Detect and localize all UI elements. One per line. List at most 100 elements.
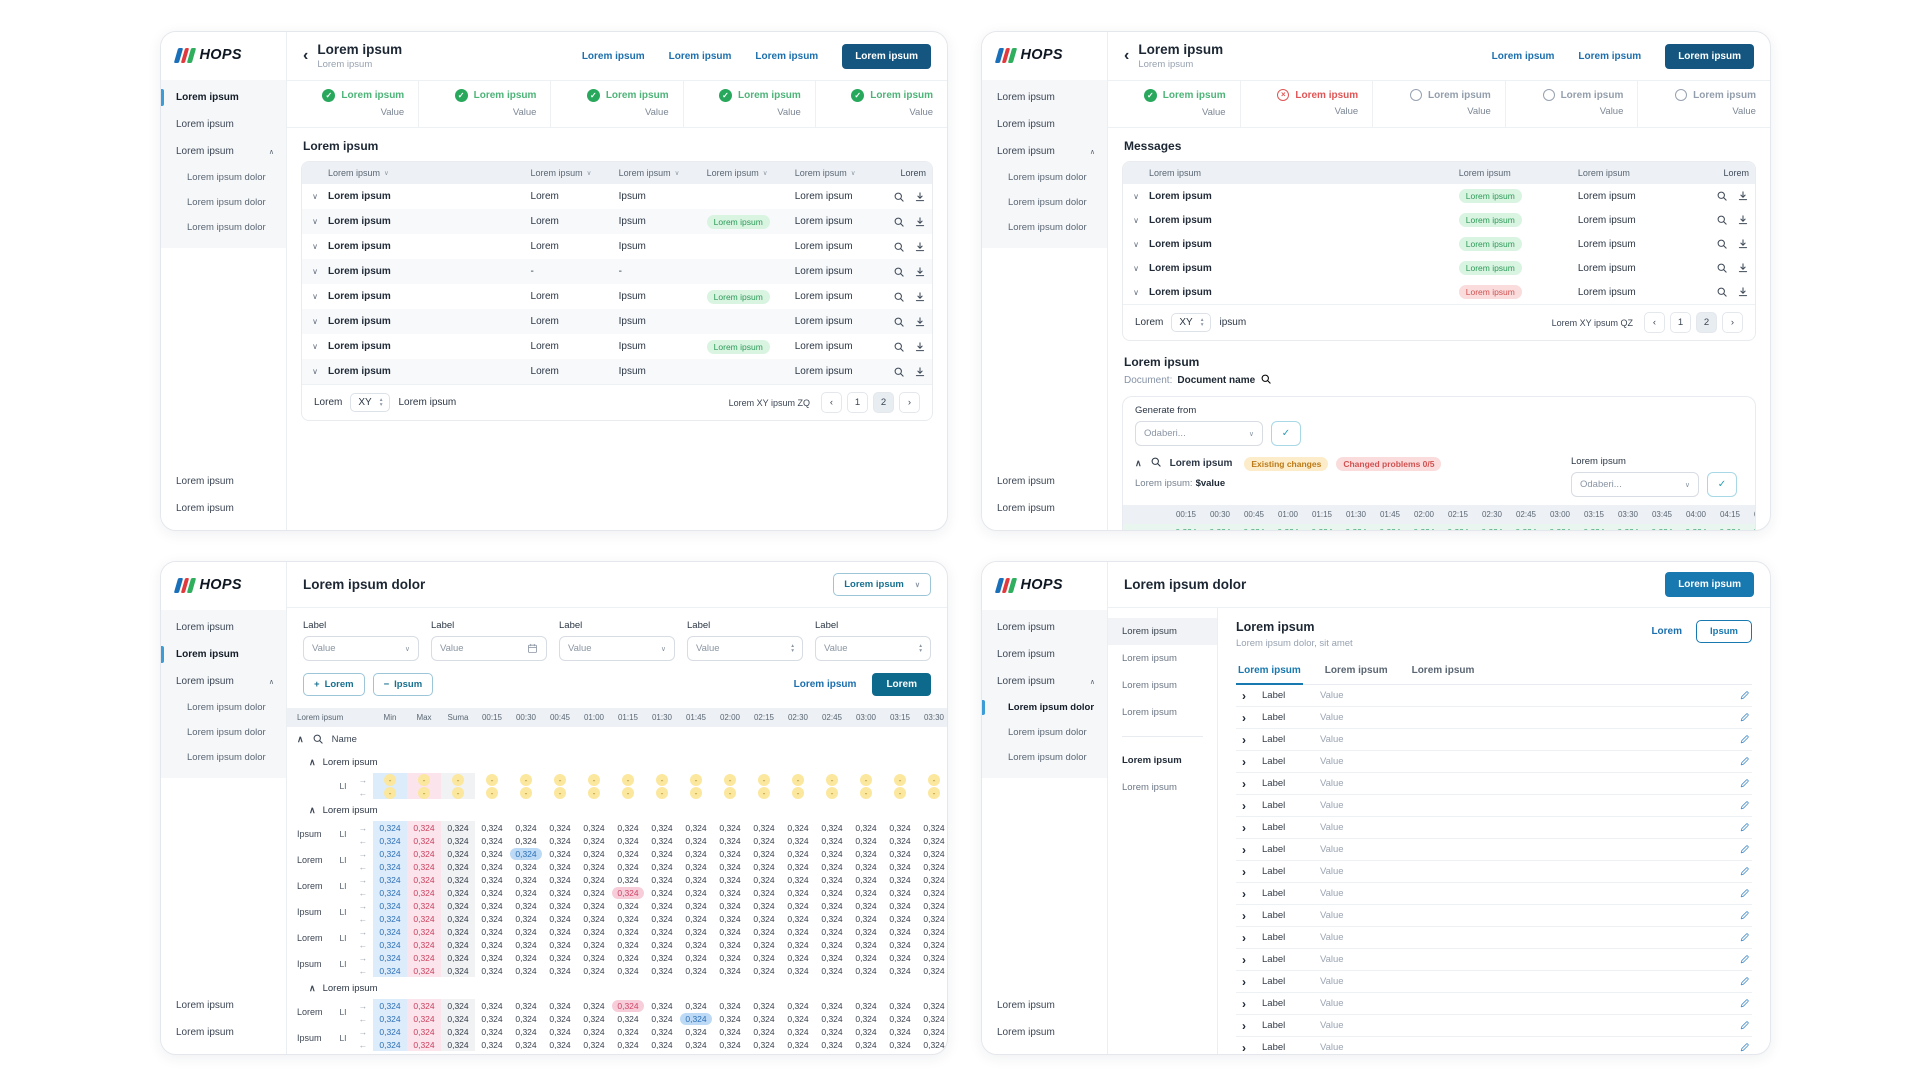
sidebar-subitem[interactable]: Lorem ipsum dolor [161,190,286,215]
filter-input[interactable]: Value ▴ ▾ [815,636,931,661]
header-link[interactable]: Lorem ipsum [1578,50,1642,62]
sidebar-item[interactable]: Lorem ipsum ∧ [982,138,1107,165]
chevron-right-icon[interactable]: › [1242,754,1246,769]
edit-link-button[interactable] [1739,866,1750,877]
row-search-button[interactable] [893,316,905,328]
detail-secondary-button[interactable]: Ipsum [1696,620,1752,643]
header-primary-button[interactable]: Lorem ipsum [1665,43,1754,69]
list-item[interactable]: Lorem ipsum [1122,653,1177,664]
row-download-button[interactable] [914,191,926,203]
column-header[interactable]: Lorem ipsum ∨ [795,168,874,178]
edit-link-button[interactable] [1739,800,1750,811]
sidebar-subitem[interactable]: Lorem ipsum dolor [161,695,286,720]
row-download-button[interactable] [914,341,926,353]
page-next-button[interactable]: › [899,392,920,413]
collapse-icon[interactable]: ∧ [1135,458,1142,468]
sidebar-subitem[interactable]: Lorem ipsum dolor [161,720,286,745]
row-search-button[interactable] [1716,262,1728,274]
row-search-button[interactable] [1716,286,1728,298]
list-item[interactable]: Lorem ipsum [1122,782,1177,793]
generate-from-select[interactable]: Odaberi... ∨ [1135,421,1263,446]
chevron-right-icon[interactable]: › [1242,1040,1246,1054]
expand-row-button[interactable]: ∨ [312,217,318,226]
row-download-button[interactable] [914,316,926,328]
detail-link[interactable]: Lorem [1651,626,1683,637]
edit-link-button[interactable] [1739,954,1750,965]
expand-row-button[interactable]: ∨ [1133,215,1139,225]
page-prev-button[interactable]: ‹ [1644,312,1665,333]
sidebar-item[interactable]: Lorem ipsum [982,641,1107,668]
row-search-button[interactable] [1716,190,1728,202]
sidebar-subitem[interactable]: Lorem ipsum dolor [982,720,1107,745]
expand-row-button[interactable]: ∨ [312,242,318,251]
filter-input[interactable]: Value ∨ [303,636,419,661]
list-item[interactable]: Lorem ipsum [1122,680,1177,691]
right-select[interactable]: Odaberi... ∨ [1571,472,1699,497]
row-search-button[interactable] [1716,214,1728,226]
row-download-button[interactable] [914,366,926,378]
row-download-button[interactable] [914,241,926,253]
chevron-right-icon[interactable]: › [1242,820,1246,835]
list-item[interactable]: Lorem ipsum [1108,618,1217,645]
sidebar-item[interactable]: Lorem ipsum ∧ [982,668,1107,695]
edit-link-button[interactable] [1739,1020,1750,1031]
sidebar-footer-item[interactable]: Lorem ipsum [176,503,234,514]
tab[interactable]: Lorem ipsum [1236,657,1303,685]
sidebar-item[interactable]: Lorem ipsum [161,84,286,111]
header-primary-button[interactable]: Lorem ipsum [1665,572,1754,597]
chevron-right-icon[interactable]: › [1242,974,1246,989]
page-button[interactable]: 1 [847,392,868,413]
sidebar-subitem[interactable]: Lorem ipsum dolor [982,190,1107,215]
sidebar-subitem[interactable]: Lorem ipsum dolor [982,695,1107,720]
page-prev-button[interactable]: ‹ [821,392,842,413]
chevron-right-icon[interactable]: › [1242,952,1246,967]
chevron-right-icon[interactable]: › [1242,886,1246,901]
chevron-right-icon[interactable]: › [1242,996,1246,1011]
page-next-button[interactable]: › [1722,312,1743,333]
row-search-button[interactable] [893,341,905,353]
back-button[interactable]: ‹ [303,47,309,64]
sidebar-item[interactable]: Lorem ipsum [982,614,1107,641]
expand-row-button[interactable]: ∨ [1133,239,1139,249]
column-header[interactable]: Lorem ipsum ∨ [531,168,619,178]
edit-link-button[interactable] [1739,976,1750,987]
sidebar-footer-item[interactable]: Lorem ipsum [176,1027,234,1038]
sidebar-footer-item[interactable]: Lorem ipsum [997,1000,1055,1011]
expander-search-icon[interactable] [1150,456,1162,468]
chevron-right-icon[interactable]: › [1242,776,1246,791]
sidebar-footer-item[interactable]: Lorem ipsum [997,476,1055,487]
chevron-right-icon[interactable]: › [1242,798,1246,813]
expand-row-button[interactable]: ∨ [312,192,318,201]
collapse-icon[interactable]: ∧ [309,982,316,993]
expand-row-button[interactable]: ∨ [312,292,318,301]
chevron-right-icon[interactable]: › [1242,908,1246,923]
sidebar-subitem[interactable]: Lorem ipsum dolor [161,215,286,240]
sidebar-item[interactable]: Lorem ipsum ∧ [161,138,286,165]
header-link[interactable]: Lorem ipsum [668,50,732,62]
row-search-button[interactable] [893,366,905,378]
header-link[interactable]: Lorem ipsum [1491,50,1555,62]
row-search-button[interactable] [1716,238,1728,250]
filter-input[interactable]: Value ∨ [559,636,675,661]
edit-link-button[interactable] [1739,1042,1750,1053]
row-search-button[interactable] [893,266,905,278]
edit-link-button[interactable] [1739,690,1750,701]
back-button[interactable]: ‹ [1124,47,1130,64]
expand-row-button[interactable]: ∨ [1133,191,1139,201]
chevron-right-icon[interactable]: › [1242,864,1246,879]
edit-link-button[interactable] [1739,712,1750,723]
filter-input[interactable]: Value [431,636,547,661]
sidebar-item[interactable]: Lorem ipsum [982,84,1107,111]
expand-row-button[interactable]: ∨ [1133,263,1139,273]
row-download-button[interactable] [1737,214,1749,226]
chevron-right-icon[interactable]: › [1242,688,1246,703]
row-download-button[interactable] [1737,238,1749,250]
collapse-icon[interactable]: ∧ [309,804,316,815]
row-download-button[interactable] [1737,286,1749,298]
sidebar-footer-item[interactable]: Lorem ipsum [176,1000,234,1011]
header-link[interactable]: Lorem ipsum [755,50,819,62]
sidebar-item[interactable]: Lorem ipsum ∧ [161,668,286,695]
grid-search-icon[interactable] [312,733,324,745]
row-download-button[interactable] [914,291,926,303]
header-dropdown-button[interactable]: Lorem ipsum ∨ [833,573,931,596]
